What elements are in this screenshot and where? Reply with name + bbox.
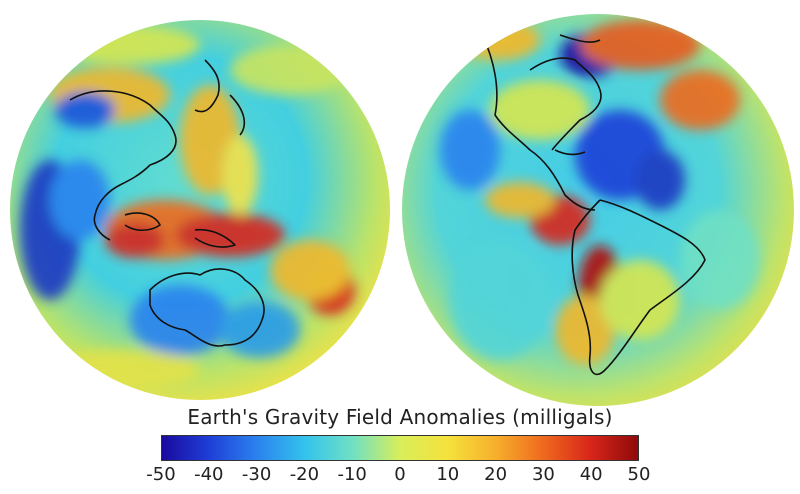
colorbar-tick-labels: -50 -40 -30 -20 -10 0 10 20 30 40 50 xyxy=(146,464,650,488)
colorbar-tick-label: -20 xyxy=(289,464,320,485)
colorbar xyxy=(161,435,639,461)
figure-title: Earth's Gravity Field Anomalies (milliga… xyxy=(187,405,613,429)
globe-eastern-hemisphere xyxy=(10,20,390,400)
colorbar-tick-label: -40 xyxy=(194,464,224,485)
globe-western-hemisphere xyxy=(402,14,794,406)
colorbar-tick-label: 20 xyxy=(484,464,508,485)
colorbar-tick-label: -50 xyxy=(146,464,176,485)
colorbar-tick-label: 50 xyxy=(627,464,651,485)
colorbar-tick-label: 30 xyxy=(531,464,555,485)
colorbar-tick-label: 40 xyxy=(579,464,603,485)
colorbar-tick-label: -30 xyxy=(241,464,272,485)
colorbar-tick-label: -10 xyxy=(337,464,367,485)
colorbar-tick-label: 0 xyxy=(394,464,406,485)
colorbar-tick-label: 10 xyxy=(436,464,460,485)
